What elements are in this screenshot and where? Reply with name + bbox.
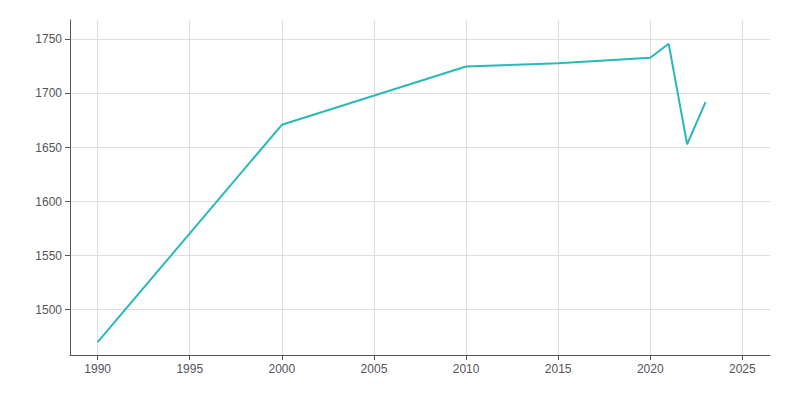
svg-text:2015: 2015 <box>545 362 572 376</box>
svg-text:1995: 1995 <box>176 362 203 376</box>
svg-text:1990: 1990 <box>84 362 111 376</box>
svg-text:1550: 1550 <box>35 249 62 263</box>
svg-text:2025: 2025 <box>729 362 756 376</box>
svg-text:1750: 1750 <box>35 32 62 46</box>
svg-text:2000: 2000 <box>268 362 295 376</box>
svg-text:1700: 1700 <box>35 86 62 100</box>
svg-text:1500: 1500 <box>35 303 62 317</box>
svg-text:2005: 2005 <box>361 362 388 376</box>
svg-text:2020: 2020 <box>637 362 664 376</box>
svg-text:1650: 1650 <box>35 141 62 155</box>
svg-text:2010: 2010 <box>453 362 480 376</box>
svg-text:1600: 1600 <box>35 195 62 209</box>
